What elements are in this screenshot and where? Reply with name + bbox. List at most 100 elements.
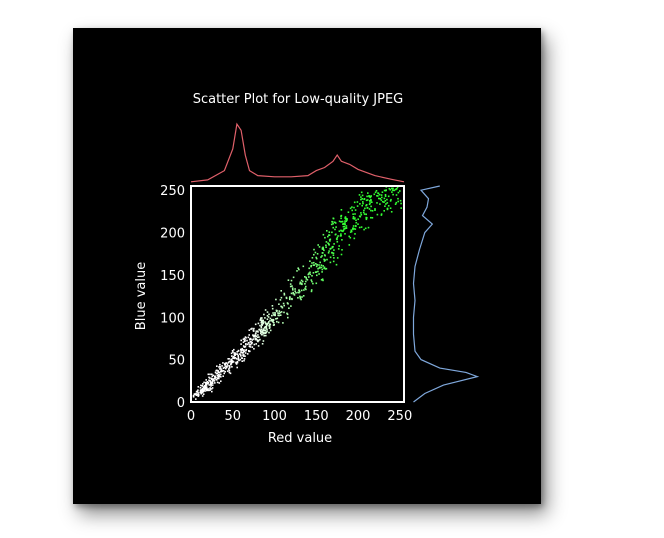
scatter-point <box>211 375 214 378</box>
scatter-point <box>316 274 318 277</box>
scatter-point <box>346 219 348 221</box>
scatter-point <box>353 201 356 204</box>
scatter-point <box>201 388 203 391</box>
scatter-point <box>302 295 305 297</box>
scatter-point <box>344 216 347 218</box>
scatter-point <box>260 330 262 333</box>
scatter-point <box>362 211 365 214</box>
scatter-point <box>234 352 236 354</box>
scatter-point <box>250 342 253 345</box>
scatter-point <box>358 215 361 217</box>
scatter-point <box>209 382 212 384</box>
scatter-point <box>236 351 238 353</box>
scatter-point <box>252 334 255 337</box>
scatter-point <box>312 272 315 274</box>
scatter-point <box>266 330 268 333</box>
scatter-point <box>289 296 291 298</box>
scatter-point <box>313 248 315 251</box>
scatter-point <box>317 270 319 273</box>
scatter-point <box>221 365 223 367</box>
scatter-point <box>333 243 335 245</box>
scatter-point <box>271 305 274 307</box>
scatter-point <box>205 388 207 390</box>
scatter-point <box>363 198 365 201</box>
scatter-point <box>400 207 402 209</box>
scatter-point <box>243 340 246 342</box>
scatter-point <box>266 318 269 320</box>
scatter-point <box>375 190 378 192</box>
scatter-point <box>302 265 305 268</box>
scatter-point <box>274 312 276 314</box>
scatter-point <box>235 362 237 364</box>
scatter-point <box>200 392 203 395</box>
scatter-point <box>315 282 318 285</box>
scatter-point <box>257 345 260 347</box>
scatter-point <box>206 382 208 385</box>
scatter-point <box>369 196 372 199</box>
scatter-point <box>290 305 292 307</box>
scatter-point <box>267 322 270 324</box>
scatter-point <box>323 260 326 262</box>
scatter-point <box>264 309 267 311</box>
scatter-point <box>305 278 308 280</box>
scatter-point <box>327 252 330 254</box>
scatter-point <box>390 211 393 213</box>
scatter-point <box>243 359 245 362</box>
x-tick-label: 150 <box>304 409 329 424</box>
scatter-point <box>377 192 380 195</box>
scatter-point <box>267 316 270 318</box>
scatter-point <box>310 279 313 281</box>
scatter-point <box>322 233 325 236</box>
scatter-point <box>355 225 357 228</box>
scatter-point <box>313 253 315 256</box>
scatter-point <box>278 303 280 305</box>
scatter-point <box>299 281 302 284</box>
scatter-point <box>216 377 219 380</box>
scatter-point <box>348 235 350 238</box>
scatter-point <box>252 330 255 332</box>
scatter-point <box>226 366 228 369</box>
scatter-point <box>355 221 358 224</box>
scatter-point <box>323 267 325 270</box>
scatter-point <box>204 390 206 392</box>
scatter-point <box>253 335 256 338</box>
scatter-point <box>354 228 357 230</box>
scatter-point <box>313 261 315 264</box>
scatter-point <box>240 350 242 352</box>
scatter-point <box>325 244 327 247</box>
scatter-point <box>340 214 343 217</box>
scatter-point <box>216 374 219 377</box>
scatter-point <box>248 334 250 336</box>
scatter-point <box>368 203 371 205</box>
y-axis-ticks: 0 50 100 150 200 250 <box>160 184 185 411</box>
scatter-point <box>360 212 362 214</box>
scatter-point <box>340 217 342 220</box>
scatter-point <box>260 319 263 321</box>
scatter-point <box>228 365 230 367</box>
scatter-point <box>218 368 221 370</box>
scatter-point <box>338 220 341 223</box>
scatter-point <box>265 334 267 337</box>
scatter-point <box>381 191 384 193</box>
scatter-point <box>207 382 209 384</box>
scatter-point <box>211 384 214 386</box>
scatter-point <box>258 328 261 331</box>
scatter-point <box>312 282 314 285</box>
scatter-point <box>312 264 315 266</box>
scatter-point <box>274 313 276 315</box>
scatter-point <box>287 279 290 281</box>
scatter-point <box>342 230 344 233</box>
scatter-point <box>262 340 265 342</box>
scatter-point <box>340 229 342 232</box>
scatter-point <box>265 326 268 328</box>
scatter-point <box>240 355 242 357</box>
scatter-point <box>255 343 257 345</box>
scatter-point <box>264 322 267 324</box>
scatter-point <box>305 280 307 283</box>
scatter-point <box>360 191 363 194</box>
scatter-point <box>228 367 231 369</box>
scatter-point <box>342 225 345 228</box>
scatter-point <box>344 217 346 219</box>
scatter-point <box>218 365 221 368</box>
scatter-point <box>212 374 215 377</box>
